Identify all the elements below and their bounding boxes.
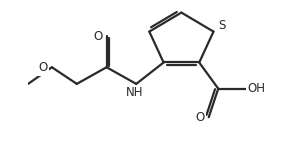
Text: O: O bbox=[38, 61, 47, 74]
Text: O: O bbox=[195, 111, 204, 124]
Text: OH: OH bbox=[248, 82, 266, 95]
Text: O: O bbox=[93, 30, 102, 43]
Text: S: S bbox=[218, 19, 226, 32]
Text: NH: NH bbox=[126, 86, 144, 99]
